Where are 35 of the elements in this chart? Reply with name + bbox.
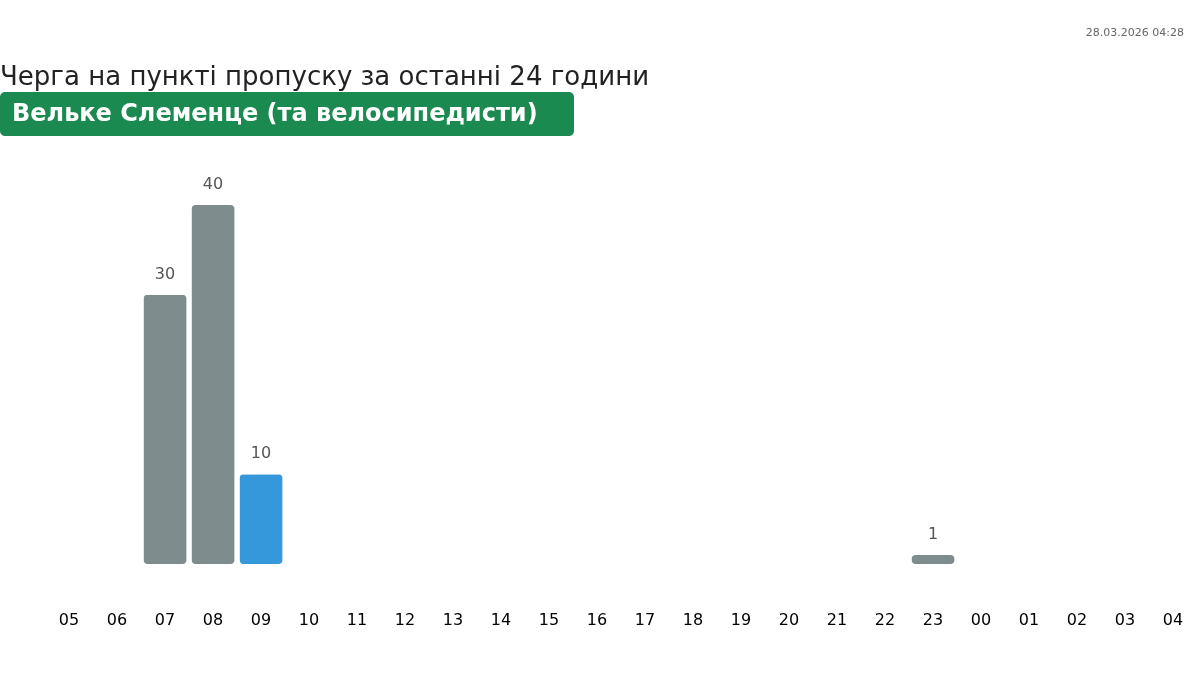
x-tick-label: 02: [1066, 609, 1088, 629]
x-tick-label: 18: [682, 609, 704, 629]
chart-title: Черга на пункті пропуску за останні 24 години: [0, 61, 650, 91]
x-tick-label: 04: [1162, 609, 1184, 629]
data-label: 1: [927, 524, 939, 544]
x-tick-label: 19: [730, 609, 752, 629]
x-tick-label: 17: [634, 609, 656, 629]
bar: [239, 474, 283, 564]
bar: [191, 205, 235, 564]
x-tick-label: 21: [826, 609, 848, 629]
x-tick-label: 23: [922, 609, 944, 629]
x-tick-label: 15: [538, 609, 560, 629]
x-tick-label: 10: [298, 609, 320, 629]
text: 28.03.2026 04:28: [1085, 26, 1184, 39]
x-tick-label: 13: [442, 609, 464, 629]
x-tick-label: 09: [250, 609, 272, 629]
x-tick-label: 11: [346, 609, 368, 629]
x-tick-label: 01: [1018, 609, 1040, 629]
chart-subtitle: Вельке Слеменце (та велосипедисти): [12, 99, 538, 127]
x-tick-label: 22: [874, 609, 896, 629]
x-tick-label: 12: [394, 609, 416, 629]
x-tick-label: 16: [586, 609, 608, 629]
x-tick-label: 06: [106, 609, 128, 629]
bar: [911, 555, 955, 564]
data-label: 10: [250, 443, 272, 463]
x-tick-label: 05: [58, 609, 80, 629]
x-tick-label: 00: [970, 609, 992, 629]
bar: [143, 294, 187, 564]
data-label: 30: [154, 263, 176, 283]
x-tick-label: 14: [490, 609, 512, 629]
x-tick-label: 07: [154, 609, 176, 629]
x-tick-label: 08: [202, 609, 224, 629]
x-tick-label: 20: [778, 609, 800, 629]
x-tick-label: 03: [1114, 609, 1136, 629]
data-label: 40: [202, 174, 224, 193]
